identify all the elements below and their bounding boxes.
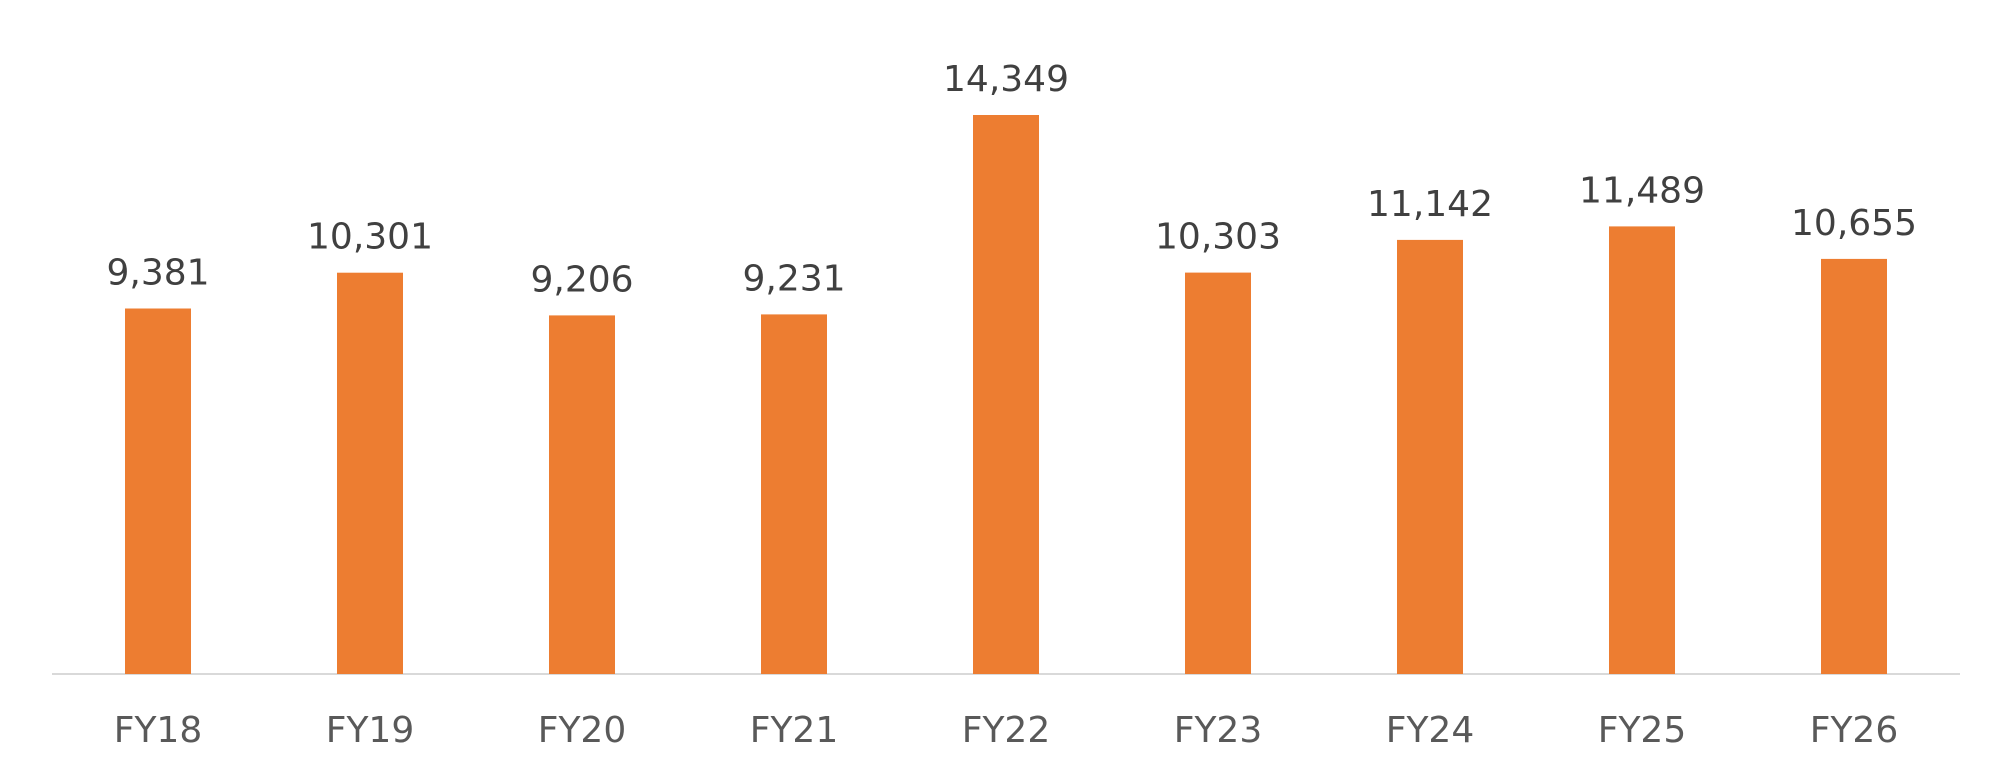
bar-fy20 xyxy=(549,315,615,674)
x-tick-label-fy18: FY18 xyxy=(114,710,203,751)
x-tick-labels-layer: FY18 FY19 FY20 FY21 FY22 FY23 FY24 FY25 FY26 xyxy=(114,710,1899,751)
x-tick-label-fy26: FY26 xyxy=(1810,710,1899,751)
x-tick-label-fy25: FY25 xyxy=(1598,710,1687,751)
bar-fy23 xyxy=(1185,272,1251,674)
x-tick-label-fy19: FY19 xyxy=(326,710,415,751)
x-tick-label-fy23: FY23 xyxy=(1174,710,1263,751)
x-tick-label-fy20: FY20 xyxy=(538,710,627,751)
data-label-fy23: 10,303 xyxy=(1155,217,1281,258)
bar-fy22 xyxy=(973,115,1039,674)
bar-fy19 xyxy=(337,272,403,674)
x-tick-label-fy24: FY24 xyxy=(1386,710,1475,751)
x-tick-label-fy21: FY21 xyxy=(750,710,839,751)
bar-fy18 xyxy=(125,308,191,674)
data-label-fy26: 10,655 xyxy=(1791,203,1917,244)
data-label-fy21: 9,231 xyxy=(742,258,845,299)
bar-fy21 xyxy=(761,314,827,674)
data-label-fy22: 14,349 xyxy=(943,59,1069,100)
data-label-fy25: 11,489 xyxy=(1579,170,1705,211)
data-label-fy20: 9,206 xyxy=(530,259,633,300)
bars-layer xyxy=(125,115,1887,674)
data-label-fy18: 9,381 xyxy=(106,253,209,294)
bar-fy26 xyxy=(1821,258,1887,674)
bar-fy24 xyxy=(1397,239,1463,674)
data-label-fy24: 11,142 xyxy=(1367,184,1493,225)
data-label-fy19: 10,301 xyxy=(307,217,433,258)
x-tick-label-fy22: FY22 xyxy=(962,710,1051,751)
data-labels-layer: 9,381 10,301 9,206 9,231 14,349 10,303 11,142 1… xyxy=(106,59,1917,300)
bar-fy25 xyxy=(1609,226,1675,674)
